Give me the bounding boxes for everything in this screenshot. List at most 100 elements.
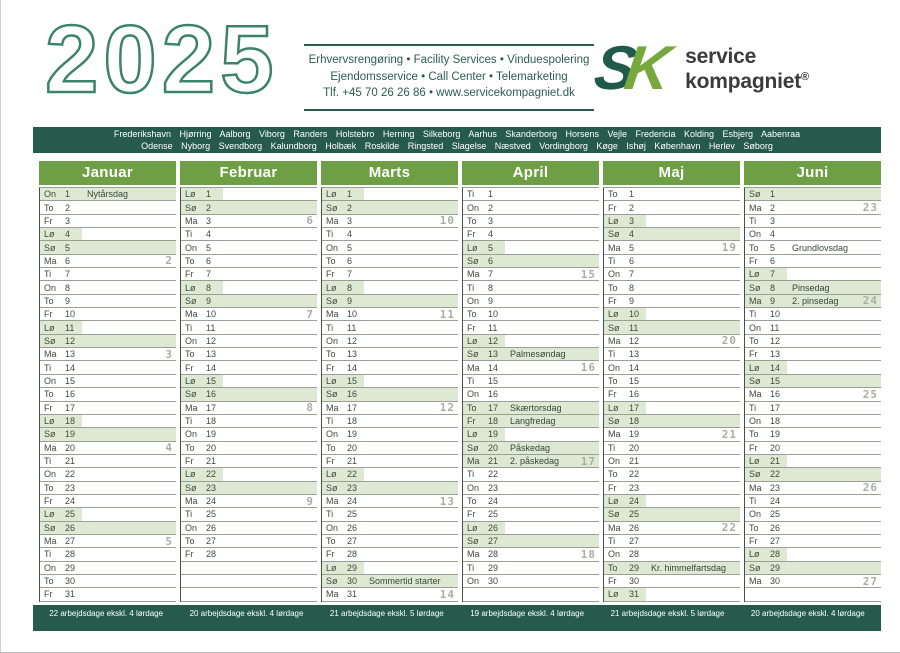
day-row-januar-13: Ma 13 3	[40, 348, 176, 362]
day-cell: Sø 26	[40, 522, 82, 534]
day-number: 14	[629, 362, 640, 373]
day-cell: Ti 28	[40, 548, 82, 560]
day-number: 21	[488, 456, 499, 467]
day-abbr: Fr	[185, 456, 194, 467]
day-row-april-20: Sø 20 Påskedag	[463, 441, 599, 455]
week-number: 5	[165, 534, 173, 548]
day-number: 27	[347, 536, 358, 547]
day-row-juni-8: Sø 8 Pinsedag	[745, 281, 881, 295]
day-cell: Fr 7	[322, 268, 364, 280]
day-number: 10	[770, 309, 781, 320]
day-row-maj-15: To 15	[604, 375, 740, 389]
day-abbr: To	[608, 562, 618, 573]
day-number: 3	[206, 215, 212, 226]
day-number: 8	[347, 282, 353, 293]
day-number: 13	[65, 349, 76, 360]
day-row-maj-11: Sø 11	[604, 321, 740, 335]
holiday-note: Grundlovsdag	[792, 242, 849, 253]
day-abbr: Lø	[326, 562, 337, 573]
day-cell: Sø 18	[604, 415, 646, 427]
day-row-juni-30: Ma 30 27	[745, 575, 881, 589]
day-row-marts-27: To 27	[322, 535, 458, 549]
services-block: Erhvervsrengøring • Facility Services • …	[304, 44, 594, 111]
day-abbr: Fr	[467, 322, 476, 333]
day-cell: Ma 26	[604, 522, 646, 534]
day-cell: To 3	[463, 215, 505, 227]
day-cell: On 28	[604, 548, 646, 560]
day-cell: Ma 12	[604, 335, 646, 347]
day-abbr: Sø	[326, 389, 338, 400]
day-abbr: On	[749, 416, 762, 427]
day-cell: Ti 3	[745, 215, 787, 227]
day-row-maj-9: Fr 9	[604, 295, 740, 309]
day-abbr: Lø	[608, 215, 619, 226]
day-number: 12	[65, 335, 76, 346]
day-number: 7	[206, 269, 212, 280]
day-abbr: Ma	[326, 309, 339, 320]
day-abbr: Sø	[326, 295, 338, 306]
day-abbr: Lø	[326, 189, 337, 200]
day-number: 4	[347, 229, 353, 240]
day-abbr: To	[749, 335, 759, 346]
day-cell: Fr 23	[604, 482, 646, 494]
day-cell: On 19	[181, 428, 223, 440]
day-abbr: Ma	[749, 576, 762, 587]
day-abbr: To	[44, 295, 54, 306]
day-number: 8	[629, 282, 635, 293]
day-cell: Ma 9	[745, 295, 787, 307]
day-row-april-21: Ma 21 2. påskedag 17	[463, 454, 599, 469]
day-row-marts-15: Lø 15	[322, 374, 458, 389]
day-row-marts-28: Fr 28	[322, 548, 458, 562]
day-number: 24	[65, 496, 76, 507]
day-number: 4	[65, 229, 71, 240]
day-number: 29	[65, 562, 76, 573]
day-row-maj-19: Ma 19 21	[604, 428, 740, 442]
day-number: 28	[488, 549, 499, 560]
day-abbr: Ti	[326, 229, 334, 240]
day-row-maj-6: Ti 6	[604, 255, 740, 269]
day-cell: On 14	[604, 361, 646, 373]
day-number: 16	[347, 389, 358, 400]
day-abbr: To	[326, 536, 336, 547]
day-row-marts-23: Sø 23	[322, 481, 458, 495]
day-row-juni-10: Ti 10	[745, 308, 881, 322]
day-number: 26	[488, 522, 499, 533]
day-row-juni-28: Lø 28	[745, 548, 881, 562]
day-row-april-29: Ti 29	[463, 562, 599, 575]
day-row-april-22: Ti 22	[463, 468, 599, 482]
day-abbr: Lø	[608, 589, 619, 600]
month-header-marts: Marts	[321, 161, 458, 185]
day-cell: To 22	[604, 468, 646, 480]
day-cell: Ti 11	[322, 321, 364, 333]
day-number: 2	[770, 202, 776, 213]
week-number: 9	[306, 494, 314, 508]
day-row-januar-21: Ti 21	[40, 455, 176, 469]
day-row-januar-11: Lø 11	[40, 321, 176, 335]
day-cell: Ti 25	[322, 508, 364, 520]
week-number: 24	[862, 294, 878, 308]
day-number: 5	[629, 242, 635, 253]
day-cell: Sø 8	[745, 281, 787, 293]
day-row-februar-24: Ma 24 9	[181, 494, 317, 509]
holiday-note: Nytårsdag	[87, 189, 129, 200]
day-row-februar-10: Ma 10 7	[181, 308, 317, 322]
day-row-juni-1: Sø 1	[745, 188, 881, 202]
day-cell: Ti 27	[604, 535, 646, 547]
month-footer-februar: 20 arbejdsdage ekskl. 4 lørdage	[189, 609, 304, 618]
day-abbr: To	[185, 255, 195, 266]
day-abbr: Ma	[467, 269, 480, 280]
day-cell: Fr 21	[181, 455, 223, 467]
day-cell: Ti 1	[463, 188, 505, 200]
day-row-maj-25: Sø 25	[604, 508, 740, 522]
day-number: 3	[347, 215, 353, 226]
empty-row-april-30	[463, 588, 599, 602]
day-cell: Lø 10	[604, 308, 646, 321]
day-abbr: On	[44, 469, 57, 480]
day-abbr: Lø	[467, 242, 478, 253]
day-number: 25	[488, 509, 499, 520]
month-column-april: Ti 1 On 2 To 3 Fr 4 Lø 5 Sø 6 Ma 7 15 Ti 8 On 9 To 10 Fr 11 Lø 1…	[462, 187, 599, 602]
day-row-marts-12: On 12	[322, 335, 458, 349]
month-column-februar: Lø 1 Sø 2 Ma 3 6 Ti 4 On 5 To 6 Fr 7 Lø 8 Sø 9 Ma 10 7 Ti 11 On 1…	[180, 187, 317, 602]
day-row-juni-5: To 5 Grundlovsdag	[745, 241, 881, 255]
day-row-juni-24: Ti 24	[745, 495, 881, 509]
